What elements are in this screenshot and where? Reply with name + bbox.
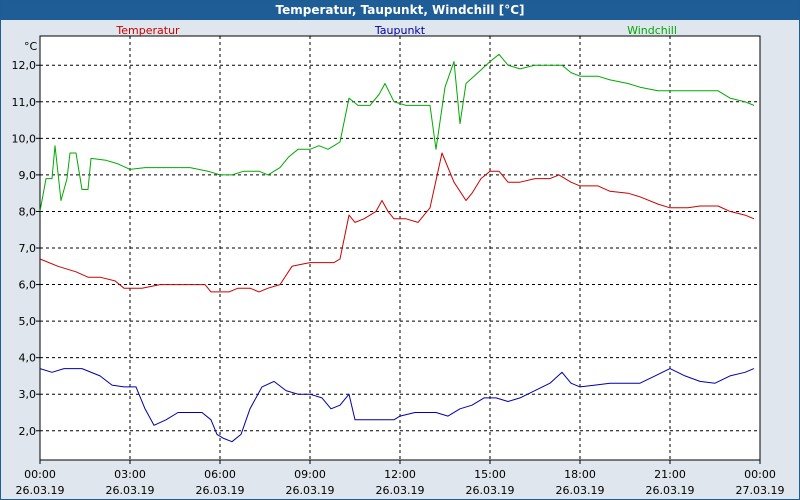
series-line-temperatur <box>39 152 755 293</box>
grid-lines <box>40 36 760 460</box>
y-tick-label: 6,0 <box>19 279 37 292</box>
x-tick-date: 26.03.19 <box>376 484 425 497</box>
y-axis-unit: °C <box>24 40 38 53</box>
y-axis-ticks: 2,0 3,0 4,0 5,0 6,0 7,0 8,0 9,0 10,0 11,0 12,0 <box>12 59 40 438</box>
y-tick-label: 12,0 <box>12 59 37 72</box>
y-tick-label: 8,0 <box>19 205 37 218</box>
y-tick-label: 10,0 <box>12 132 37 145</box>
legend-item-temperatur: Temperatur <box>115 24 180 37</box>
y-tick-label: 9,0 <box>19 169 37 182</box>
x-tick-time: 09:00 <box>294 468 326 481</box>
x-tick-date: 26.03.19 <box>466 484 515 497</box>
x-tick-time: 03:00 <box>114 468 146 481</box>
legend-item-taupunkt: Taupunkt <box>374 24 426 37</box>
x-tick-time: 18:00 <box>564 468 596 481</box>
x-axis-ticks: 00:00 26.03.19 03:00 26.03.19 06:00 26.03.19 0… <box>16 460 785 497</box>
series-line-taupunkt <box>39 368 755 443</box>
x-tick-date: 26.03.19 <box>196 484 245 497</box>
x-tick-time: 06:00 <box>204 468 236 481</box>
y-tick-label: 11,0 <box>12 96 37 109</box>
x-tick-time: 15:00 <box>474 468 506 481</box>
chart-title: Temperatur, Taupunkt, Windchill [°C] <box>1 1 799 20</box>
x-tick-time: 00:00 <box>24 468 56 481</box>
x-tick-date: 26.03.19 <box>286 484 335 497</box>
legend: Temperatur Taupunkt Windchill <box>115 24 677 37</box>
x-tick-date: 26.03.19 <box>106 484 155 497</box>
y-tick-label: 7,0 <box>19 242 37 255</box>
series-line-windchill <box>39 53 755 212</box>
y-tick-label: 5,0 <box>19 315 37 328</box>
x-tick-date: 26.03.19 <box>16 484 65 497</box>
x-tick-date: 26.03.19 <box>646 484 695 497</box>
x-tick-time: 00:00 <box>744 468 776 481</box>
y-tick-label: 2,0 <box>19 425 37 438</box>
y-tick-label: 4,0 <box>19 352 37 365</box>
x-tick-time: 21:00 <box>654 468 686 481</box>
legend-item-windchill: Windchill <box>627 24 677 37</box>
x-tick-date: 26.03.19 <box>556 484 605 497</box>
y-tick-label: 3,0 <box>19 388 37 401</box>
series-layer <box>39 53 755 443</box>
x-tick-date: 27.03.19 <box>736 484 785 497</box>
x-tick-time: 12:00 <box>384 468 416 481</box>
